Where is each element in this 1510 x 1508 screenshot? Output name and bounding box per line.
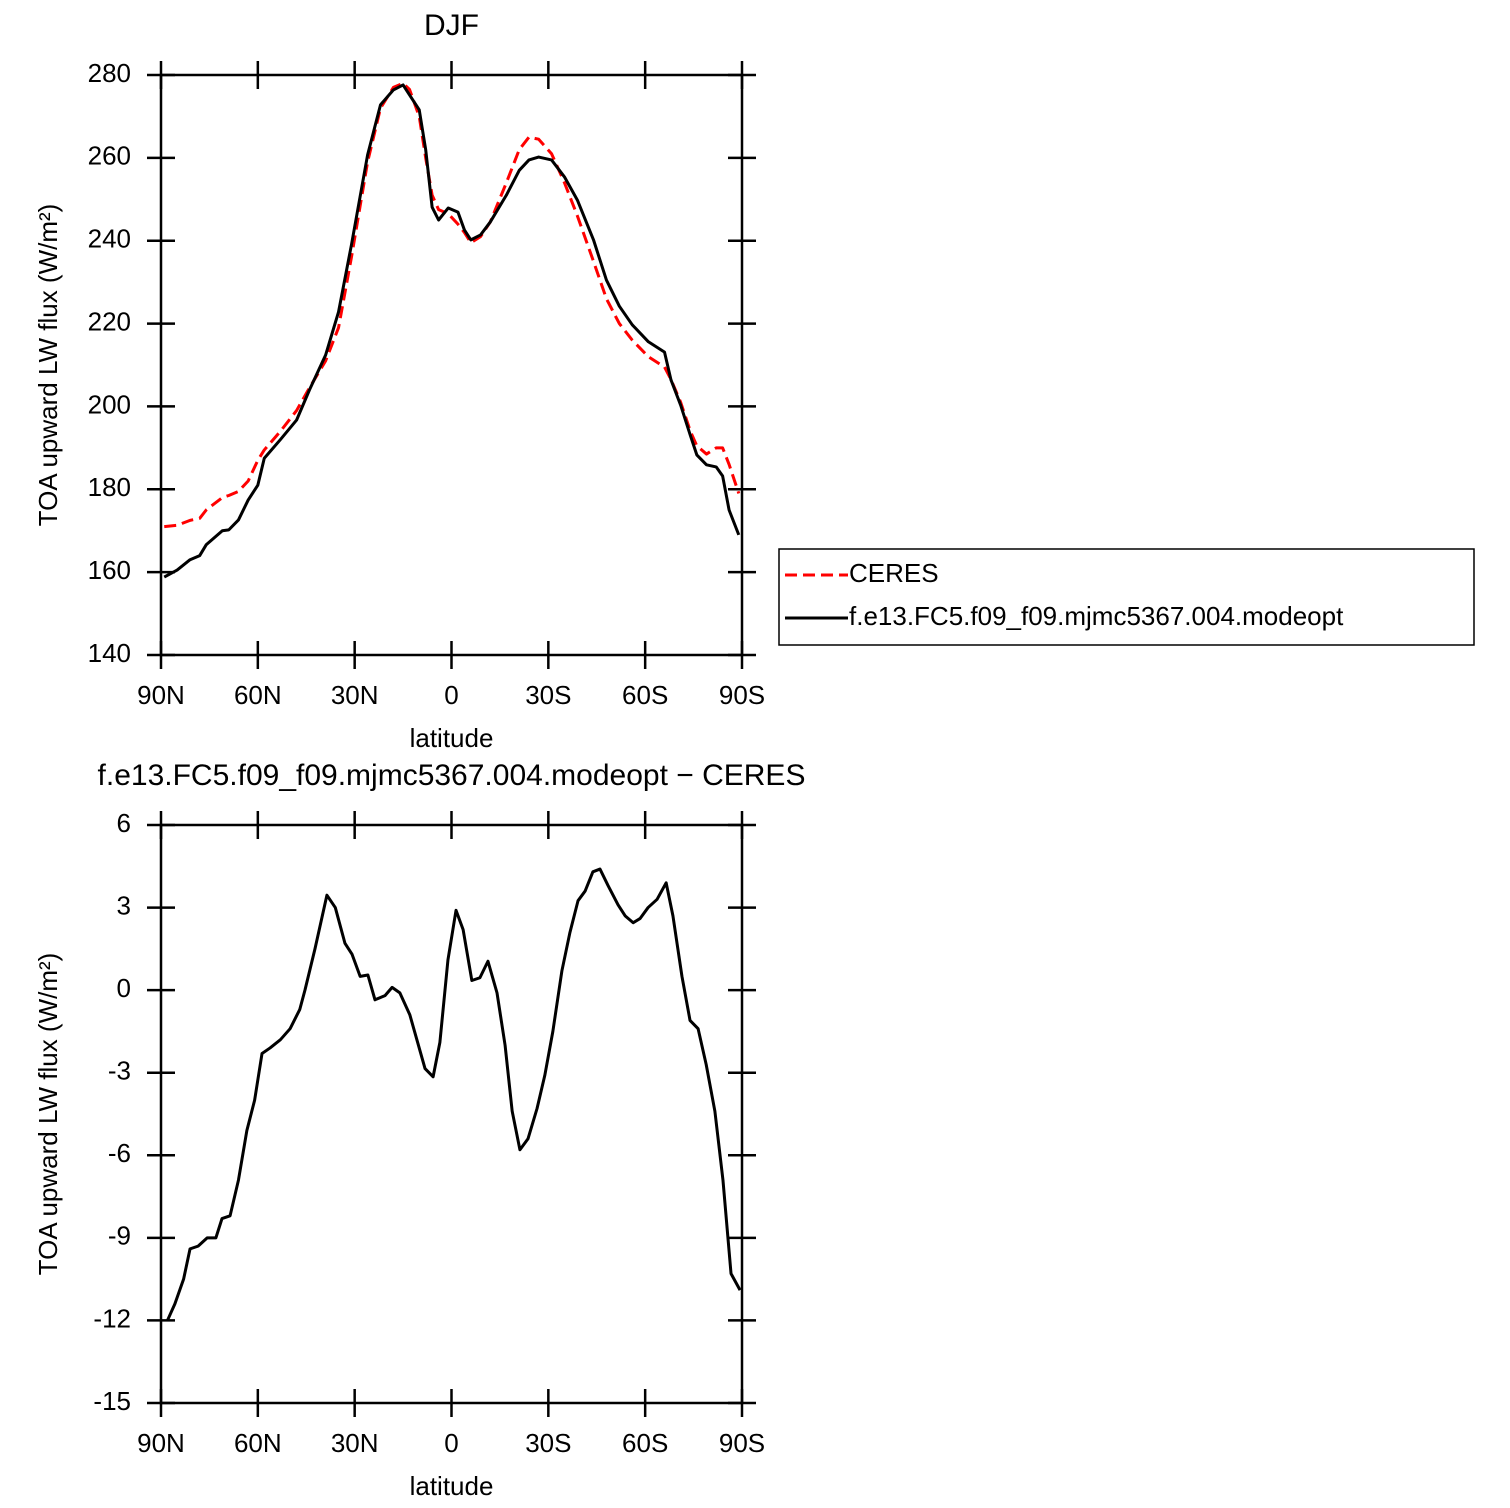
- y-tick-label: 260: [88, 141, 131, 171]
- x-axis-label: latitude: [410, 723, 494, 753]
- y-tick-label: 180: [88, 472, 131, 502]
- x-tick-label: 30N: [331, 680, 379, 710]
- x-tick-label: 60S: [622, 1428, 668, 1458]
- x-tick-label: 90N: [137, 680, 185, 710]
- y-tick-label: -12: [93, 1303, 131, 1333]
- x-tick-label: 30S: [525, 680, 571, 710]
- x-tick-label: 30S: [525, 1428, 571, 1458]
- x-tick-label: 0: [444, 680, 458, 710]
- y-tick-label: 6: [117, 808, 131, 838]
- legend-box: [778, 548, 1475, 646]
- plot-frame: [159, 73, 744, 657]
- y-tick-label: -9: [108, 1221, 131, 1251]
- x-tick-label: 60S: [622, 680, 668, 710]
- y-tick-label: -3: [108, 1056, 131, 1086]
- x-tick-label: 0: [444, 1428, 458, 1458]
- chart-title: f.e13.FC5.f09_f09.mjmc5367.004.modeopt −…: [98, 759, 806, 792]
- y-tick-label: -15: [93, 1386, 131, 1416]
- y-tick-label: 240: [88, 224, 131, 254]
- y-tick-label: 0: [117, 973, 131, 1003]
- x-tick-label: 60N: [234, 1428, 282, 1458]
- plot-frame: [159, 823, 744, 1405]
- x-axis-label: latitude: [410, 1471, 494, 1501]
- y-tick-label: 160: [88, 555, 131, 585]
- y-tick-label: 220: [88, 306, 131, 336]
- x-tick-label: 30N: [331, 1428, 379, 1458]
- y-axis-label: TOA upward LW flux (W/m²): [33, 953, 63, 1276]
- data-line: [166, 867, 742, 1322]
- legend-label: f.e13.FC5.f09_f09.mjmc5367.004.modeopt: [849, 601, 1344, 631]
- x-tick-label: 60N: [234, 680, 282, 710]
- x-tick-label: 90S: [719, 680, 765, 710]
- y-axis-label: TOA upward LW flux (W/m²): [33, 204, 63, 527]
- x-tick-label: 90S: [719, 1428, 765, 1458]
- x-tick-label: 90N: [137, 1428, 185, 1458]
- y-tick-label: 3: [117, 890, 131, 920]
- y-tick-label: 280: [88, 58, 131, 88]
- y-tick-label: 140: [88, 638, 131, 668]
- y-tick-label: -6: [108, 1138, 131, 1168]
- data-line: [163, 83, 741, 579]
- chart-title: DJF: [424, 9, 479, 42]
- y-tick-label: 200: [88, 389, 131, 419]
- data-line: [164, 81, 741, 529]
- legend-label: CERES: [849, 558, 939, 588]
